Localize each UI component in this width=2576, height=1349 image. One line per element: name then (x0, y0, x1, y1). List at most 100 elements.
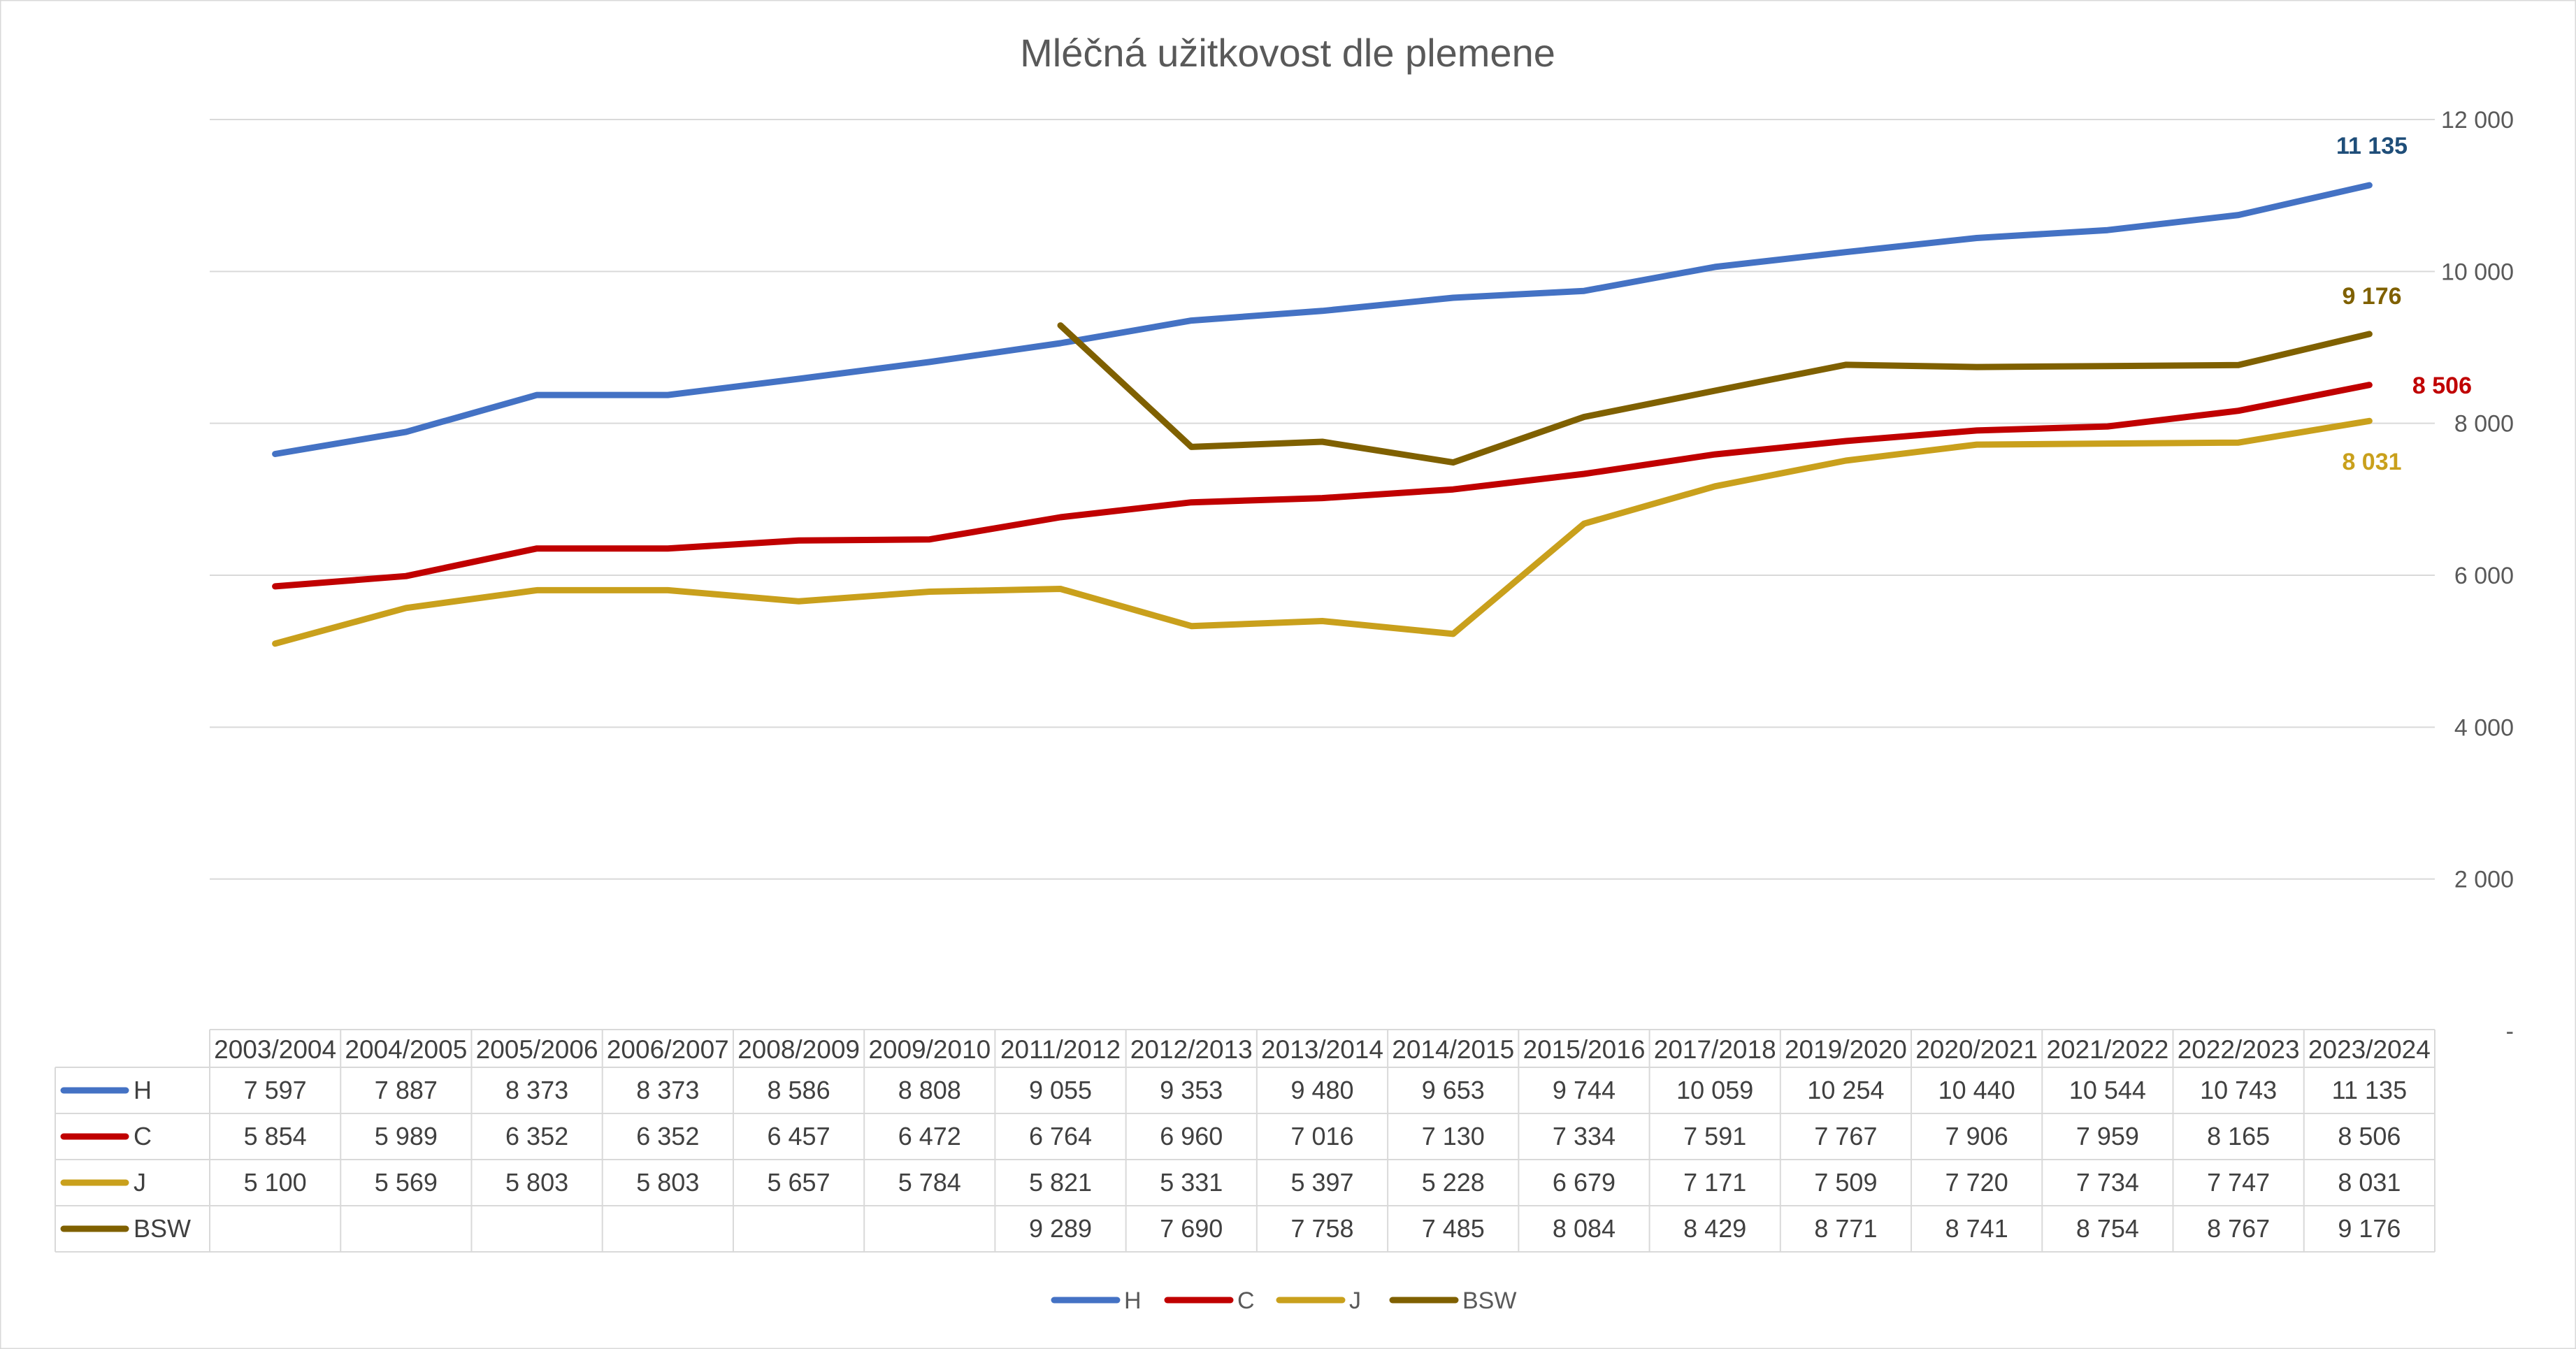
table-cell: 6 679 (1553, 1168, 1616, 1197)
x-category-label: 2011/2012 (1000, 1035, 1121, 1064)
x-category-label: 2009/2010 (868, 1035, 991, 1064)
x-category-label: 2017/2018 (1654, 1035, 1776, 1064)
series-line-c (272, 382, 2373, 590)
table-cell: 7 130 (1422, 1122, 1485, 1150)
y-tick-label: - (2506, 1018, 2514, 1045)
table-cell: 8 373 (505, 1076, 568, 1104)
table-cell: 6 764 (1029, 1122, 1092, 1150)
table-cell: 10 254 (1807, 1076, 1884, 1104)
table-cell: 7 334 (1553, 1122, 1616, 1150)
x-category-label: 2008/2009 (737, 1035, 860, 1064)
x-category-label: 2005/2006 (476, 1035, 598, 1064)
table-cell: 5 397 (1290, 1168, 1353, 1197)
table-cell: 8 429 (1683, 1214, 1746, 1243)
end-label-c: 8 506 (2412, 373, 2472, 399)
table-cell: 5 657 (768, 1168, 830, 1197)
table-cell: 5 100 (244, 1168, 307, 1197)
table-cell: 10 544 (2069, 1076, 2146, 1104)
x-category-label: 2019/2020 (1785, 1035, 1907, 1064)
end-label-bsw: 9 176 (2342, 283, 2401, 310)
data-labels: 11 135 8 506 8 031 9 176 (2336, 133, 2472, 475)
x-category-label: 2021/2022 (2046, 1035, 2168, 1064)
x-category-label: 2020/2021 (1915, 1035, 2038, 1064)
legend-label-h: H (1124, 1287, 1142, 1314)
table-cell: 6 457 (768, 1122, 830, 1150)
table-cell: 8 767 (2207, 1214, 2270, 1243)
table-cell: 5 803 (636, 1168, 699, 1197)
table-cell: 9 353 (1160, 1076, 1223, 1104)
table-cell: 5 803 (505, 1168, 568, 1197)
series-line-bsw (1057, 322, 2373, 466)
y-tick-label: 2 000 (2454, 867, 2514, 893)
legend-label-c: C (1237, 1287, 1255, 1314)
y-tick-label: 6 000 (2454, 563, 2514, 589)
table-cell: 7 734 (2076, 1168, 2139, 1197)
table-cell: 7 509 (1814, 1168, 1877, 1197)
end-label-j: 8 031 (2342, 449, 2401, 475)
table-cell: 9 480 (1290, 1076, 1353, 1104)
table-cell: 5 784 (898, 1168, 961, 1197)
table-cell: 5 989 (375, 1122, 438, 1150)
table-cell: 6 472 (898, 1122, 961, 1150)
table-series-name: H (134, 1076, 152, 1104)
x-category-label: 2022/2023 (2178, 1035, 2300, 1064)
table-cell: 7 758 (1290, 1214, 1353, 1243)
series-line-h (272, 182, 2373, 457)
table-cell: 5 331 (1160, 1168, 1223, 1197)
table-cell: 7 720 (1945, 1168, 2008, 1197)
table-cell: 8 754 (2076, 1214, 2139, 1243)
table-cell: 7 016 (1290, 1122, 1353, 1150)
y-tick-label: 10 000 (2441, 259, 2514, 285)
table-cell: 5 569 (375, 1168, 438, 1197)
chart-title: Mléčná užitkovost dle plemene (1020, 31, 1555, 75)
x-category-label: 2012/2013 (1130, 1035, 1253, 1064)
table-cell: 9 653 (1422, 1076, 1485, 1104)
table-cell: 9 744 (1553, 1076, 1616, 1104)
data-table: 2003/2004 2004/2005 2005/2006 2006/2007 2008… (55, 1029, 2435, 1253)
table-cell: 7 747 (2207, 1168, 2270, 1197)
table-cell: 7 767 (1814, 1122, 1877, 1150)
table-cell: 8 506 (2338, 1122, 2401, 1150)
x-category-label: 2004/2005 (345, 1035, 467, 1064)
x-category-label: 2014/2015 (1392, 1035, 1514, 1064)
series-lines (272, 182, 2373, 647)
table-cell: 7 171 (1683, 1168, 1746, 1197)
table-cell: 7 597 (244, 1076, 307, 1104)
table-cell: 6 960 (1160, 1122, 1223, 1150)
y-tick-label: 4 000 (2454, 714, 2514, 741)
table-cell: 7 591 (1683, 1122, 1746, 1150)
table-cell: 7 906 (1945, 1122, 2008, 1150)
series-line-j (272, 417, 2373, 647)
table-cell: 8 031 (2338, 1168, 2401, 1197)
legend-label-j: J (1349, 1287, 1361, 1314)
table-cell: 5 854 (244, 1122, 307, 1150)
table-cell: 8 586 (768, 1076, 830, 1104)
table-cell: 7 485 (1422, 1214, 1485, 1243)
table-cell: 6 352 (636, 1122, 699, 1150)
table-cell: 8 084 (1553, 1214, 1616, 1243)
legend: H C J BSW (1051, 1287, 1516, 1314)
gridlines (210, 119, 2435, 880)
x-category-label: 2003/2004 (214, 1035, 336, 1064)
table-cell: 8 741 (1945, 1214, 2008, 1243)
table-cell: 5 228 (1422, 1168, 1485, 1197)
table-cell: 9 289 (1029, 1214, 1092, 1243)
x-category-label: 2015/2016 (1523, 1035, 1646, 1064)
table-cell: 8 165 (2207, 1122, 2270, 1150)
x-category-label: 2013/2014 (1261, 1035, 1383, 1064)
table-cell: 9 176 (2338, 1214, 2401, 1243)
table-cell: 9 055 (1029, 1076, 1092, 1104)
table-cell: 7 887 (375, 1076, 438, 1104)
legend-label-bsw: BSW (1462, 1287, 1516, 1314)
table-cell: 10 059 (1676, 1076, 1753, 1104)
x-category-label: 2006/2007 (607, 1035, 729, 1064)
table-series-name: BSW (134, 1214, 191, 1243)
table-cell: 7 690 (1160, 1214, 1223, 1243)
table-cell: 8 373 (636, 1076, 699, 1104)
table-cell: 7 959 (2076, 1122, 2139, 1150)
table-cell: 5 821 (1029, 1168, 1092, 1197)
table-series-name: J (134, 1168, 146, 1197)
y-tick-label: 12 000 (2441, 107, 2514, 134)
table-series-name: C (134, 1122, 152, 1150)
